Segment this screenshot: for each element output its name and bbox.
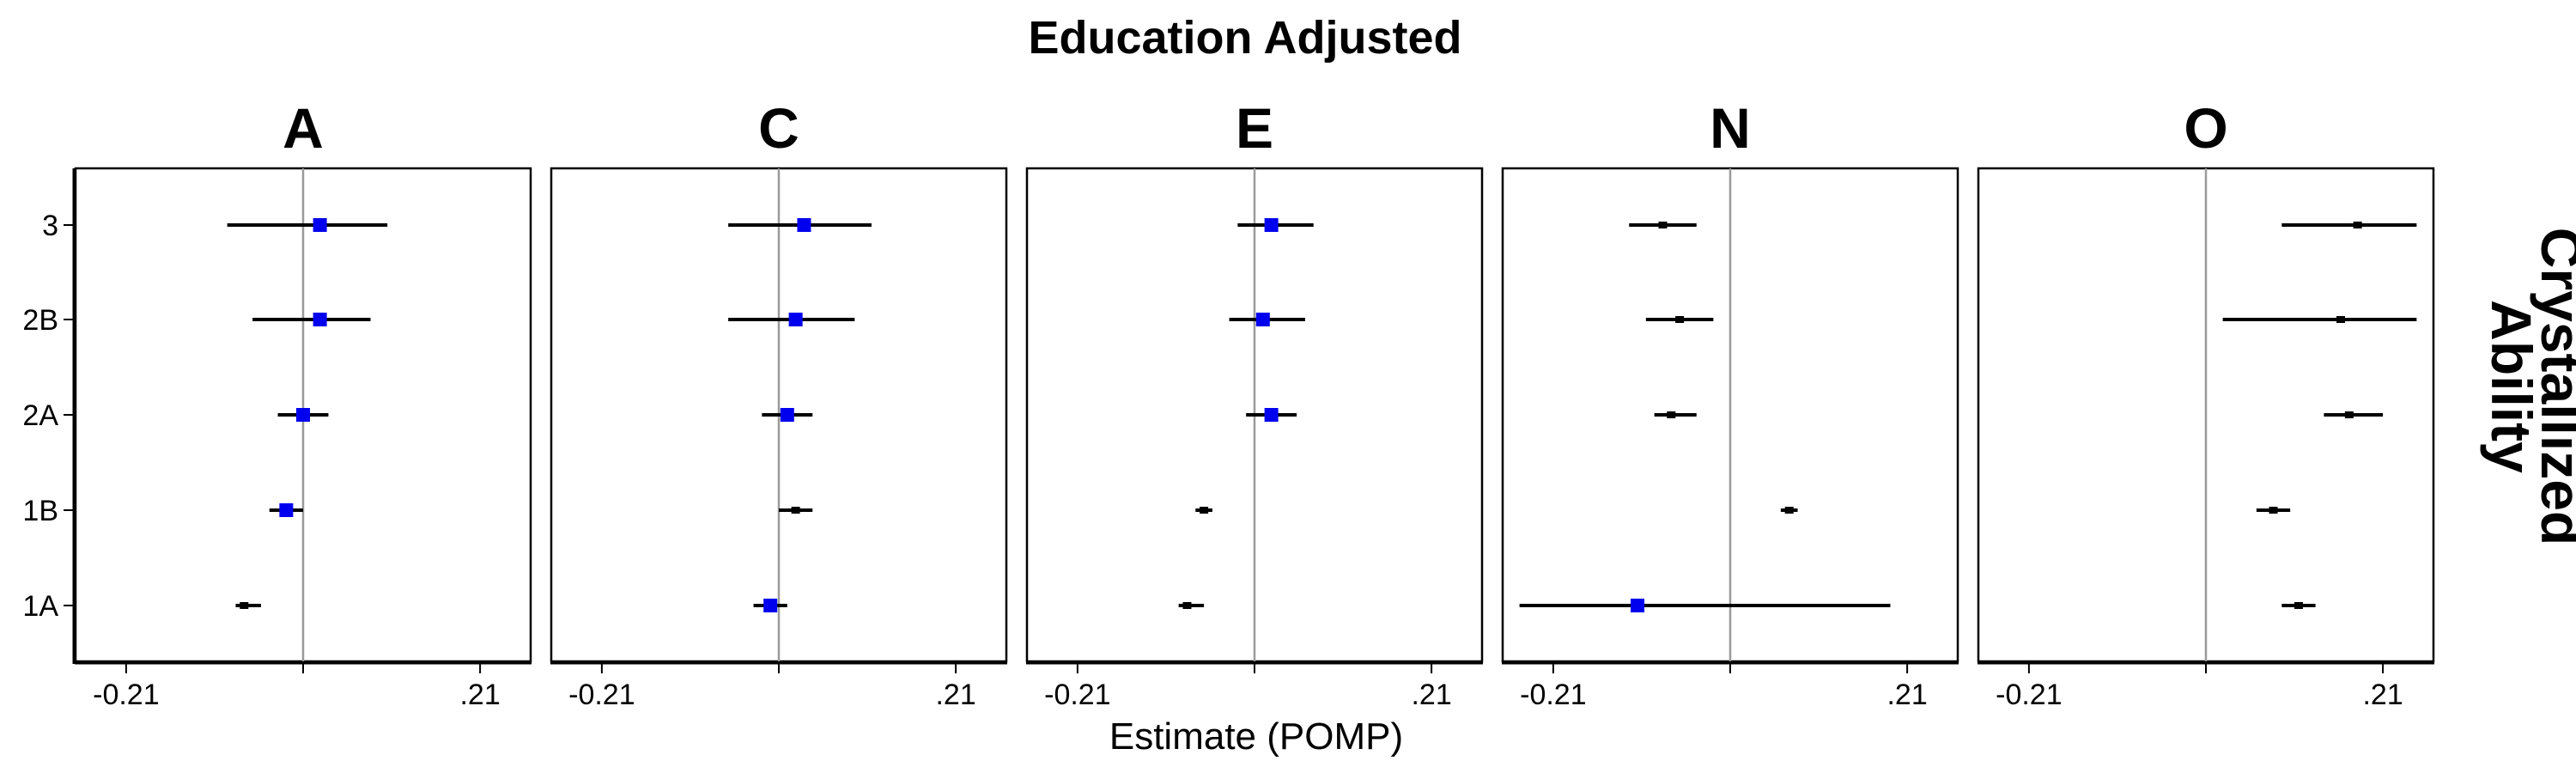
x-tick-label: -0.21 bbox=[1996, 679, 2063, 711]
facet-panels: A -0.21 .21 C -0.21 .21 E -0.21 .21 N -0.21 .21 O -0.… bbox=[74, 96, 2435, 711]
facet-title: C bbox=[758, 96, 799, 160]
strip-label-line-2: Ability bbox=[2480, 300, 2543, 473]
y-tick-label: 3 bbox=[42, 210, 58, 242]
point-estimate bbox=[2353, 222, 2362, 228]
point-estimate bbox=[2269, 507, 2278, 514]
point-estimate bbox=[1658, 222, 1668, 228]
point-estimate bbox=[1784, 507, 1794, 514]
point-estimate bbox=[1200, 507, 1209, 514]
point-estimate bbox=[791, 507, 800, 514]
point-estimate bbox=[1667, 411, 1676, 418]
facet-title: N bbox=[1710, 96, 1751, 160]
point-estimate bbox=[2336, 316, 2346, 323]
y-axis: 3 2B 2A 1B 1A bbox=[22, 168, 76, 664]
facet-strip-right: Crystallized Ability bbox=[2480, 228, 2576, 545]
panel-n: N -0.21 .21 bbox=[1501, 96, 1959, 711]
point-estimate bbox=[1255, 313, 1270, 326]
point-estimate bbox=[1264, 408, 1279, 422]
y-tick-label: 2A bbox=[22, 399, 58, 432]
point-estimate bbox=[2293, 602, 2303, 609]
point-estimate bbox=[763, 599, 778, 612]
panel-e: E -0.21 .21 bbox=[1025, 96, 1484, 711]
point-estimate bbox=[279, 503, 294, 517]
x-tick-label: .21 bbox=[1886, 679, 1927, 711]
point-estimate bbox=[780, 408, 794, 422]
x-tick-label: .21 bbox=[935, 679, 975, 711]
x-tick-label: .21 bbox=[2362, 679, 2403, 711]
y-tick-label: 2B bbox=[22, 304, 58, 337]
panel-a: A -0.21 .21 bbox=[74, 96, 532, 711]
chart-title: Education Adjusted bbox=[1028, 12, 1461, 64]
point-estimate bbox=[313, 313, 327, 326]
point-estimate bbox=[1631, 599, 1645, 612]
x-tick-label: -0.21 bbox=[1520, 679, 1587, 711]
point-estimate bbox=[788, 313, 803, 326]
facet-title: O bbox=[2184, 96, 2227, 160]
point-estimate bbox=[313, 218, 327, 232]
point-estimate bbox=[240, 602, 249, 609]
x-tick-label: .21 bbox=[1411, 679, 1451, 711]
y-tick-label: 1B bbox=[22, 495, 58, 527]
y-tick-label: 1A bbox=[22, 590, 58, 623]
point-estimate bbox=[1182, 602, 1192, 609]
x-tick-label: -0.21 bbox=[1044, 679, 1111, 711]
point-estimate bbox=[797, 218, 811, 232]
point-estimate bbox=[1675, 316, 1685, 323]
point-estimate bbox=[2344, 411, 2354, 418]
strip-label-line-1: Crystallized bbox=[2530, 228, 2576, 545]
x-tick-label: -0.21 bbox=[93, 679, 160, 711]
x-axis-title: Estimate (POMP) bbox=[1109, 715, 1403, 758]
panel-c: C -0.21 .21 bbox=[550, 96, 1008, 711]
x-tick-label: -0.21 bbox=[568, 679, 635, 711]
panel-o: O -0.21 .21 bbox=[1977, 96, 2435, 711]
x-tick-label: .21 bbox=[459, 679, 500, 711]
point-estimate bbox=[296, 408, 310, 422]
point-estimate bbox=[1264, 218, 1279, 232]
facet-title: A bbox=[283, 96, 324, 160]
facet-title: E bbox=[1236, 96, 1273, 160]
